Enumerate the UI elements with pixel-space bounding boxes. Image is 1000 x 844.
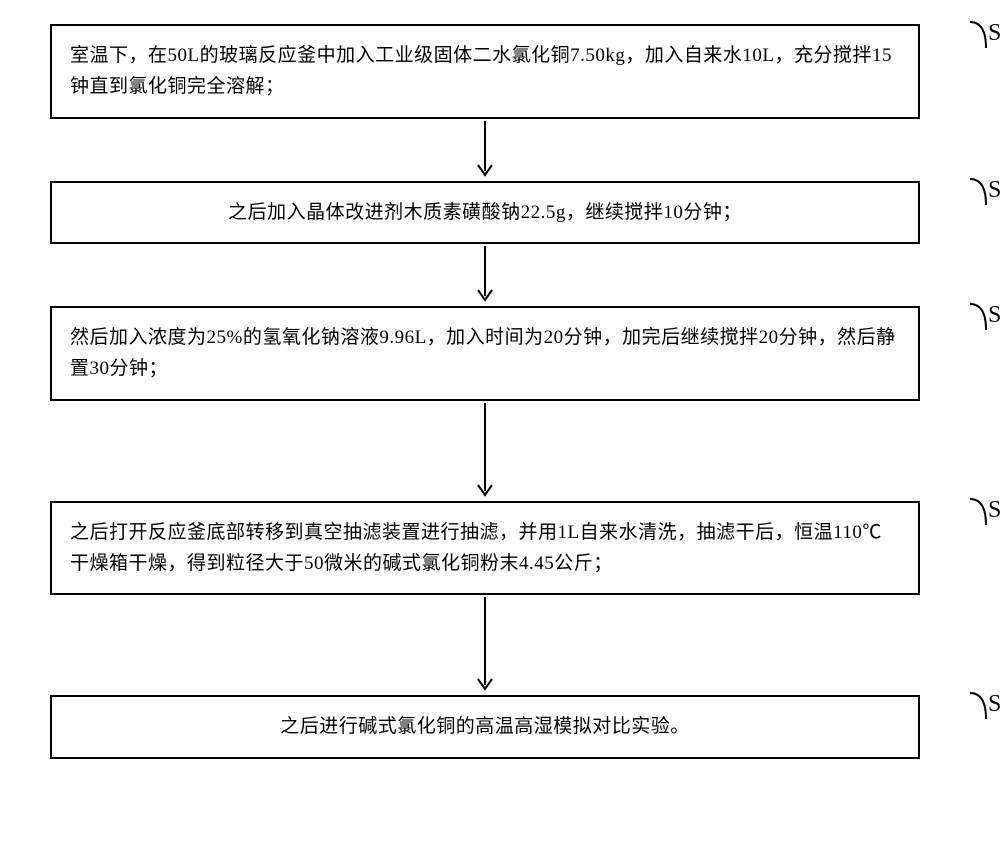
arrow-s3-s4 <box>50 401 920 501</box>
step-row-s4: 之后打开反应釜底部转移到真空抽滤装置进行抽滤，并用1L自来水清洗，抽滤干后，恒温… <box>50 501 920 596</box>
step-box-s3: 然后加入浓度为25%的氢氧化钠溶液9.96L，加入时间为20分钟，加完后继续搅拌… <box>50 306 920 401</box>
flowchart-container: 室温下，在50L的玻璃反应釜中加入工业级固体二水氯化铜7.50kg，加入自来水1… <box>50 24 920 759</box>
arrow-s4-s5 <box>50 595 920 695</box>
step-text-s2: 之后加入晶体改进剂木质素磺酸钠22.5g，继续搅拌10分钟； <box>70 197 900 228</box>
step-row-s1: 室温下，在50L的玻璃反应釜中加入工业级固体二水氯化铜7.50kg，加入自来水1… <box>50 24 920 119</box>
step-row-s3: 然后加入浓度为25%的氢氧化钠溶液9.96L，加入时间为20分钟，加完后继续搅拌… <box>50 306 920 401</box>
step-box-s2: 之后加入晶体改进剂木质素磺酸钠22.5g，继续搅拌10分钟； <box>50 181 920 244</box>
step-box-s1: 室温下，在50L的玻璃反应釜中加入工业级固体二水氯化铜7.50kg，加入自来水1… <box>50 24 920 119</box>
step-text-s3: 然后加入浓度为25%的氢氧化钠溶液9.96L，加入时间为20分钟，加完后继续搅拌… <box>70 322 900 385</box>
step-box-s4: 之后打开反应釜底部转移到真空抽滤装置进行抽滤，并用1L自来水清洗，抽滤干后，恒温… <box>50 501 920 596</box>
arrow-s1-s2 <box>50 119 920 181</box>
step-text-s4: 之后打开反应釜底部转移到真空抽滤装置进行抽滤，并用1L自来水清洗，抽滤干后，恒温… <box>70 517 900 580</box>
step-row-s5: 之后进行碱式氯化铜的高温高湿模拟对比实验。 S5 <box>50 695 920 758</box>
step-box-s5: 之后进行碱式氯化铜的高温高湿模拟对比实验。 <box>50 695 920 758</box>
step-text-s1: 室温下，在50L的玻璃反应釜中加入工业级固体二水氯化铜7.50kg，加入自来水1… <box>70 40 900 103</box>
arrow-s2-s3 <box>50 244 920 306</box>
step-row-s2: 之后加入晶体改进剂木质素磺酸钠22.5g，继续搅拌10分钟； S2 <box>50 181 920 244</box>
step-text-s5: 之后进行碱式氯化铜的高温高湿模拟对比实验。 <box>70 711 900 742</box>
